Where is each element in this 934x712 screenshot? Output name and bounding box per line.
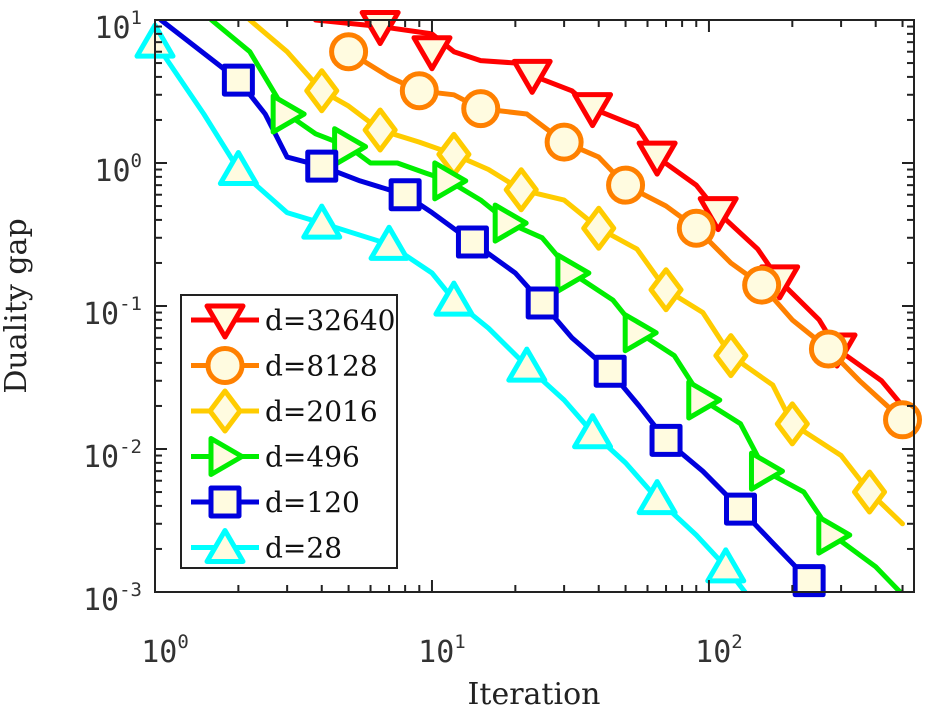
legend-label: d=2016 bbox=[265, 395, 378, 428]
series-1-marker bbox=[676, 208, 716, 248]
series-4-marker bbox=[455, 225, 489, 259]
series-1-marker bbox=[742, 265, 782, 305]
series-2-marker bbox=[503, 167, 539, 213]
series-5-marker bbox=[217, 150, 259, 187]
series-3-marker bbox=[492, 202, 529, 244]
y-tick-label: 10-1 bbox=[83, 293, 142, 332]
y-tick-label: 100 bbox=[94, 150, 142, 189]
series-1-marker bbox=[399, 71, 439, 111]
x-tick-label: 102 bbox=[695, 631, 743, 670]
marker-layer bbox=[134, 10, 923, 598]
series-0-marker bbox=[572, 92, 614, 129]
series-3-marker bbox=[270, 93, 307, 135]
series-4-marker bbox=[525, 286, 559, 320]
series-3-marker bbox=[332, 126, 369, 168]
series-4-marker bbox=[388, 178, 422, 212]
series-3-marker bbox=[555, 252, 592, 294]
legend-label: d=496 bbox=[265, 441, 360, 474]
legend-label: d=8128 bbox=[265, 350, 378, 383]
series-5-marker bbox=[636, 479, 678, 516]
series-3-marker bbox=[816, 514, 853, 556]
series-1-marker bbox=[544, 122, 584, 162]
series-1-marker bbox=[808, 329, 848, 369]
legend-box bbox=[180, 294, 398, 569]
series-5-marker bbox=[572, 413, 614, 450]
series-2-marker bbox=[774, 401, 810, 447]
legend-label: d=120 bbox=[265, 486, 360, 519]
series-2-marker bbox=[852, 469, 888, 515]
series-2-marker bbox=[581, 205, 617, 251]
labels-layer: 100 101 102 101 100 10-1 10-2 10-3 bbox=[83, 7, 743, 670]
series-line-4 bbox=[158, 20, 812, 584]
series-5-marker bbox=[705, 547, 747, 584]
series-2-marker bbox=[713, 333, 749, 379]
series-0-marker bbox=[511, 58, 553, 95]
legend-label: d=28 bbox=[265, 532, 342, 565]
legend-marker bbox=[204, 528, 246, 564]
series-3-marker bbox=[748, 450, 785, 492]
series-0-marker bbox=[411, 35, 453, 72]
series-4-marker bbox=[792, 564, 826, 598]
legend-marker bbox=[208, 436, 245, 477]
series-3-marker bbox=[432, 160, 469, 202]
series-0-marker bbox=[636, 140, 678, 177]
series-4-marker bbox=[305, 149, 339, 183]
legend-marker bbox=[204, 303, 246, 340]
legend: d=32640 d=8128 d=2016 d=496 d=120 d=28 bbox=[180, 294, 398, 569]
series-4-marker bbox=[593, 354, 627, 388]
series-3-marker bbox=[622, 312, 659, 354]
series-4-marker bbox=[221, 63, 255, 97]
series-1-marker bbox=[329, 32, 369, 72]
series-4-marker bbox=[724, 492, 758, 526]
series-3-marker bbox=[686, 379, 723, 421]
y-tick-label: 10-3 bbox=[83, 579, 142, 618]
series-5-marker bbox=[301, 203, 343, 240]
y-tick-label: 10-2 bbox=[83, 436, 142, 475]
series-1-marker bbox=[606, 165, 646, 205]
legend-marker bbox=[208, 485, 242, 519]
x-axis-title: Iteration bbox=[468, 677, 601, 712]
legend-marker bbox=[205, 346, 245, 385]
series-2-marker bbox=[304, 68, 340, 114]
y-axis-title: Duality gap bbox=[0, 218, 34, 393]
series-4-marker bbox=[649, 423, 683, 457]
series-5-marker bbox=[368, 224, 410, 261]
series-5-marker bbox=[506, 346, 548, 383]
series-1-marker bbox=[461, 89, 501, 129]
x-tick-label: 101 bbox=[418, 631, 466, 670]
series-1-marker bbox=[883, 400, 923, 440]
series-5-marker bbox=[433, 280, 475, 317]
series-2-marker bbox=[362, 107, 398, 153]
legend-label: d=32640 bbox=[265, 304, 395, 337]
ticks-layer bbox=[154, 19, 914, 593]
y-tick-label: 101 bbox=[94, 7, 142, 46]
series-2-marker bbox=[648, 267, 684, 313]
series-line-0 bbox=[313, 20, 905, 409]
x-tick-label: 100 bbox=[141, 631, 189, 670]
legend-marker bbox=[207, 388, 243, 434]
